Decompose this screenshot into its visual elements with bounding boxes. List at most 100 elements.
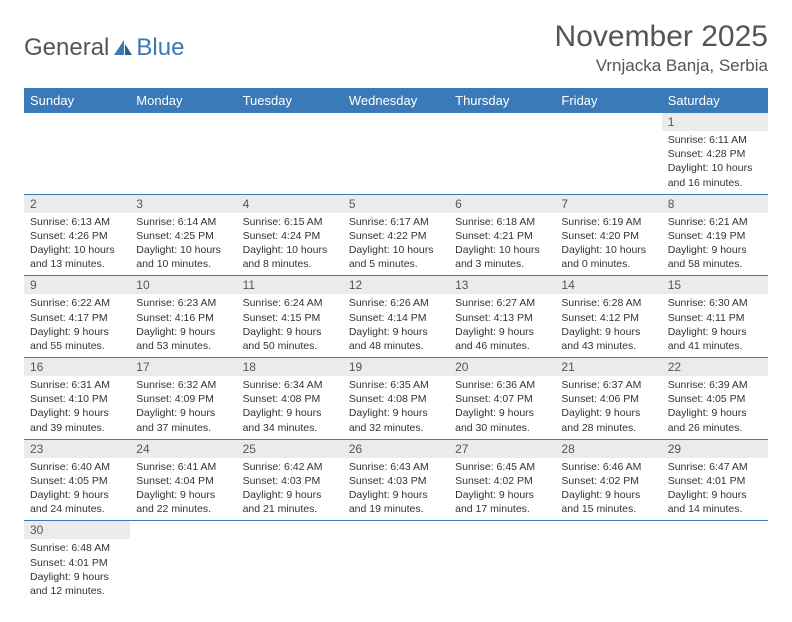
day-number-row: 16171819202122	[24, 358, 768, 377]
day-detail: Sunrise: 6:24 AMSunset: 4:15 PMDaylight:…	[237, 294, 343, 357]
weekday-header: Friday	[555, 88, 661, 113]
day-number: 19	[343, 358, 449, 377]
day-detail	[343, 131, 449, 194]
day-detail: Sunrise: 6:17 AMSunset: 4:22 PMDaylight:…	[343, 213, 449, 276]
day-detail: Sunrise: 6:14 AMSunset: 4:25 PMDaylight:…	[130, 213, 236, 276]
day-detail: Sunrise: 6:47 AMSunset: 4:01 PMDaylight:…	[662, 458, 768, 521]
day-detail: Sunrise: 6:27 AMSunset: 4:13 PMDaylight:…	[449, 294, 555, 357]
day-number	[130, 521, 236, 540]
day-detail	[449, 539, 555, 602]
page-title: November 2025	[555, 20, 768, 54]
day-number	[662, 521, 768, 540]
day-detail: Sunrise: 6:28 AMSunset: 4:12 PMDaylight:…	[555, 294, 661, 357]
weekday-header: Wednesday	[343, 88, 449, 113]
day-detail: Sunrise: 6:37 AMSunset: 4:06 PMDaylight:…	[555, 376, 661, 439]
day-detail: Sunrise: 6:15 AMSunset: 4:24 PMDaylight:…	[237, 213, 343, 276]
day-detail: Sunrise: 6:21 AMSunset: 4:19 PMDaylight:…	[662, 213, 768, 276]
day-detail-row: Sunrise: 6:40 AMSunset: 4:05 PMDaylight:…	[24, 458, 768, 521]
day-detail: Sunrise: 6:45 AMSunset: 4:02 PMDaylight:…	[449, 458, 555, 521]
day-number-row: 9101112131415	[24, 276, 768, 295]
weekday-header: Tuesday	[237, 88, 343, 113]
day-detail: Sunrise: 6:42 AMSunset: 4:03 PMDaylight:…	[237, 458, 343, 521]
logo-text-1: General	[24, 34, 109, 62]
day-number: 7	[555, 194, 661, 213]
day-number	[555, 113, 661, 131]
day-number: 10	[130, 276, 236, 295]
logo-text-2: Blue	[136, 34, 184, 62]
day-detail	[662, 539, 768, 602]
day-detail: Sunrise: 6:43 AMSunset: 4:03 PMDaylight:…	[343, 458, 449, 521]
day-detail: Sunrise: 6:26 AMSunset: 4:14 PMDaylight:…	[343, 294, 449, 357]
day-detail: Sunrise: 6:23 AMSunset: 4:16 PMDaylight:…	[130, 294, 236, 357]
day-number: 6	[449, 194, 555, 213]
day-detail: Sunrise: 6:22 AMSunset: 4:17 PMDaylight:…	[24, 294, 130, 357]
location-label: Vrnjacka Banja, Serbia	[555, 56, 768, 76]
day-number: 23	[24, 439, 130, 458]
day-detail	[555, 539, 661, 602]
day-detail: Sunrise: 6:11 AMSunset: 4:28 PMDaylight:…	[662, 131, 768, 194]
day-detail-row: Sunrise: 6:22 AMSunset: 4:17 PMDaylight:…	[24, 294, 768, 357]
day-detail: Sunrise: 6:18 AMSunset: 4:21 PMDaylight:…	[449, 213, 555, 276]
day-detail: Sunrise: 6:39 AMSunset: 4:05 PMDaylight:…	[662, 376, 768, 439]
day-number: 8	[662, 194, 768, 213]
day-number: 1	[662, 113, 768, 131]
day-detail	[130, 131, 236, 194]
day-number: 20	[449, 358, 555, 377]
day-number	[24, 113, 130, 131]
day-detail	[237, 539, 343, 602]
day-number-row: 2345678	[24, 194, 768, 213]
weekday-header-row: Sunday Monday Tuesday Wednesday Thursday…	[24, 88, 768, 113]
day-number: 17	[130, 358, 236, 377]
day-number	[130, 113, 236, 131]
day-number: 25	[237, 439, 343, 458]
day-detail	[555, 131, 661, 194]
day-detail: Sunrise: 6:48 AMSunset: 4:01 PMDaylight:…	[24, 539, 130, 602]
day-number: 2	[24, 194, 130, 213]
weekday-header: Monday	[130, 88, 236, 113]
day-number: 3	[130, 194, 236, 213]
day-detail: Sunrise: 6:13 AMSunset: 4:26 PMDaylight:…	[24, 213, 130, 276]
day-detail: Sunrise: 6:35 AMSunset: 4:08 PMDaylight:…	[343, 376, 449, 439]
day-detail: Sunrise: 6:30 AMSunset: 4:11 PMDaylight:…	[662, 294, 768, 357]
day-number: 28	[555, 439, 661, 458]
day-number: 26	[343, 439, 449, 458]
day-detail: Sunrise: 6:41 AMSunset: 4:04 PMDaylight:…	[130, 458, 236, 521]
day-number: 16	[24, 358, 130, 377]
day-number	[343, 113, 449, 131]
day-detail	[343, 539, 449, 602]
day-detail: Sunrise: 6:46 AMSunset: 4:02 PMDaylight:…	[555, 458, 661, 521]
header: General Blue November 2025 Vrnjacka Banj…	[24, 20, 768, 76]
weekday-header: Saturday	[662, 88, 768, 113]
day-number: 11	[237, 276, 343, 295]
day-number	[449, 521, 555, 540]
day-detail-row: Sunrise: 6:48 AMSunset: 4:01 PMDaylight:…	[24, 539, 768, 602]
day-number-row: 1	[24, 113, 768, 131]
day-number: 22	[662, 358, 768, 377]
weekday-header: Thursday	[449, 88, 555, 113]
day-detail: Sunrise: 6:40 AMSunset: 4:05 PMDaylight:…	[24, 458, 130, 521]
day-detail: Sunrise: 6:36 AMSunset: 4:07 PMDaylight:…	[449, 376, 555, 439]
day-number: 27	[449, 439, 555, 458]
sail-icon	[112, 38, 134, 58]
day-detail: Sunrise: 6:34 AMSunset: 4:08 PMDaylight:…	[237, 376, 343, 439]
day-number	[555, 521, 661, 540]
day-detail-row: Sunrise: 6:13 AMSunset: 4:26 PMDaylight:…	[24, 213, 768, 276]
calendar-table: Sunday Monday Tuesday Wednesday Thursday…	[24, 88, 768, 602]
weekday-header: Sunday	[24, 88, 130, 113]
day-detail	[24, 131, 130, 194]
day-number: 12	[343, 276, 449, 295]
day-detail	[130, 539, 236, 602]
day-number: 9	[24, 276, 130, 295]
day-detail: Sunrise: 6:19 AMSunset: 4:20 PMDaylight:…	[555, 213, 661, 276]
day-detail: Sunrise: 6:31 AMSunset: 4:10 PMDaylight:…	[24, 376, 130, 439]
day-detail-row: Sunrise: 6:11 AMSunset: 4:28 PMDaylight:…	[24, 131, 768, 194]
day-detail	[237, 131, 343, 194]
day-number: 18	[237, 358, 343, 377]
day-number: 14	[555, 276, 661, 295]
logo: General Blue	[24, 34, 184, 62]
day-number	[449, 113, 555, 131]
day-detail-row: Sunrise: 6:31 AMSunset: 4:10 PMDaylight:…	[24, 376, 768, 439]
day-number: 15	[662, 276, 768, 295]
day-number-row: 30	[24, 521, 768, 540]
day-number: 21	[555, 358, 661, 377]
